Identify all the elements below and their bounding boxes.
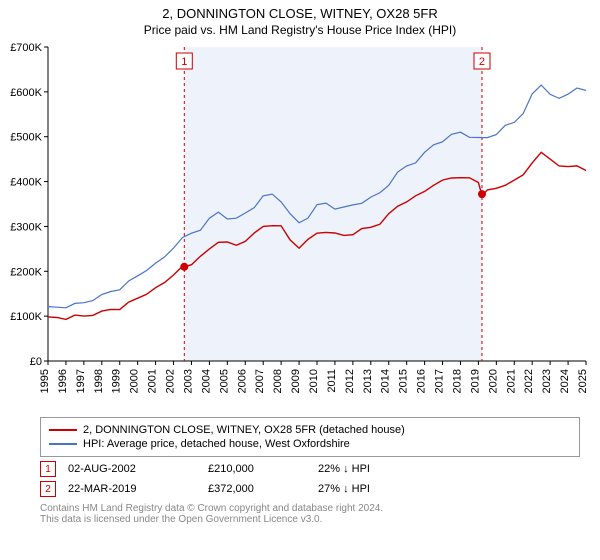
svg-text:1995: 1995 bbox=[39, 369, 51, 393]
svg-text:£100K: £100K bbox=[10, 311, 42, 323]
svg-text:£700K: £700K bbox=[10, 42, 42, 54]
sale-marker-icon: 1 bbox=[40, 461, 56, 477]
legend-item: HPI: Average price, detached house, West… bbox=[49, 438, 571, 450]
legend-label: HPI: Average price, detached house, West… bbox=[83, 438, 350, 450]
sale-date: 22-MAR-2019 bbox=[68, 483, 208, 495]
svg-text:£600K: £600K bbox=[10, 87, 42, 99]
sale-row: 2 22-MAR-2019 £372,000 27% ↓ HPI bbox=[40, 481, 580, 497]
svg-text:£300K: £300K bbox=[10, 221, 42, 233]
svg-text:2020: 2020 bbox=[487, 369, 499, 393]
legend-label: 2, DONNINGTON CLOSE, WITNEY, OX28 5FR (d… bbox=[83, 424, 405, 436]
svg-text:2003: 2003 bbox=[182, 369, 194, 393]
svg-text:2025: 2025 bbox=[577, 369, 589, 393]
svg-text:1997: 1997 bbox=[75, 369, 87, 393]
svg-text:1998: 1998 bbox=[93, 369, 105, 393]
title-address: 2, DONNINGTON CLOSE, WITNEY, OX28 5FR bbox=[0, 6, 600, 21]
sale-price: £372,000 bbox=[208, 483, 318, 495]
svg-text:2007: 2007 bbox=[254, 369, 266, 393]
svg-text:2023: 2023 bbox=[541, 369, 553, 393]
svg-text:£0: £0 bbox=[30, 356, 42, 368]
sale-price: £210,000 bbox=[208, 463, 318, 475]
svg-text:2012: 2012 bbox=[344, 369, 356, 393]
sale-row: 1 02-AUG-2002 £210,000 22% ↓ HPI bbox=[40, 461, 580, 477]
svg-text:1996: 1996 bbox=[57, 369, 69, 393]
chart-svg: £0 £100K £200K £300K £400K £500K £600K £700K 199… bbox=[0, 41, 600, 411]
sale-date: 02-AUG-2002 bbox=[68, 463, 208, 475]
svg-text:2009: 2009 bbox=[290, 369, 302, 393]
svg-text:2010: 2010 bbox=[308, 369, 320, 393]
svg-text:2: 2 bbox=[479, 56, 485, 68]
legend-swatch bbox=[49, 443, 77, 445]
svg-text:2002: 2002 bbox=[165, 369, 177, 393]
title-sub: Price paid vs. HM Land Registry's House … bbox=[0, 23, 600, 37]
svg-text:2019: 2019 bbox=[469, 369, 481, 393]
svg-text:2014: 2014 bbox=[380, 369, 392, 393]
sale-marker-icon: 2 bbox=[40, 481, 56, 497]
legend: 2, DONNINGTON CLOSE, WITNEY, OX28 5FR (d… bbox=[40, 417, 580, 457]
svg-text:£200K: £200K bbox=[10, 266, 42, 278]
svg-text:£500K: £500K bbox=[10, 132, 42, 144]
legend-swatch bbox=[49, 429, 77, 431]
svg-text:2016: 2016 bbox=[416, 369, 428, 393]
svg-text:2008: 2008 bbox=[272, 369, 284, 393]
svg-text:2022: 2022 bbox=[523, 369, 535, 393]
svg-text:2000: 2000 bbox=[129, 369, 141, 393]
svg-text:£400K: £400K bbox=[10, 177, 42, 189]
footer-line: This data is licensed under the Open Gov… bbox=[40, 514, 580, 525]
chart-container: 2, DONNINGTON CLOSE, WITNEY, OX28 5FR Pr… bbox=[0, 0, 600, 525]
svg-text:2001: 2001 bbox=[147, 369, 159, 393]
svg-text:2004: 2004 bbox=[200, 369, 212, 393]
sale-pct: 27% ↓ HPI bbox=[318, 483, 438, 495]
svg-text:2024: 2024 bbox=[559, 369, 571, 393]
svg-text:2005: 2005 bbox=[218, 369, 230, 393]
svg-text:2017: 2017 bbox=[434, 369, 446, 393]
svg-text:2015: 2015 bbox=[398, 369, 410, 393]
svg-text:1999: 1999 bbox=[111, 369, 123, 393]
sales-table: 1 02-AUG-2002 £210,000 22% ↓ HPI 2 22-MA… bbox=[40, 461, 580, 497]
svg-text:2006: 2006 bbox=[236, 369, 248, 393]
svg-text:1: 1 bbox=[181, 56, 187, 68]
legend-item: 2, DONNINGTON CLOSE, WITNEY, OX28 5FR (d… bbox=[49, 424, 571, 436]
svg-text:2018: 2018 bbox=[451, 369, 463, 393]
svg-text:2011: 2011 bbox=[326, 369, 338, 393]
chart: £0 £100K £200K £300K £400K £500K £600K £700K 199… bbox=[0, 41, 600, 411]
footer: Contains HM Land Registry data © Crown c… bbox=[40, 503, 580, 525]
svg-text:2021: 2021 bbox=[505, 369, 517, 393]
footer-line: Contains HM Land Registry data © Crown c… bbox=[40, 503, 580, 514]
titles: 2, DONNINGTON CLOSE, WITNEY, OX28 5FR Pr… bbox=[0, 0, 600, 41]
sale-pct: 22% ↓ HPI bbox=[318, 463, 438, 475]
svg-text:2013: 2013 bbox=[362, 369, 374, 393]
